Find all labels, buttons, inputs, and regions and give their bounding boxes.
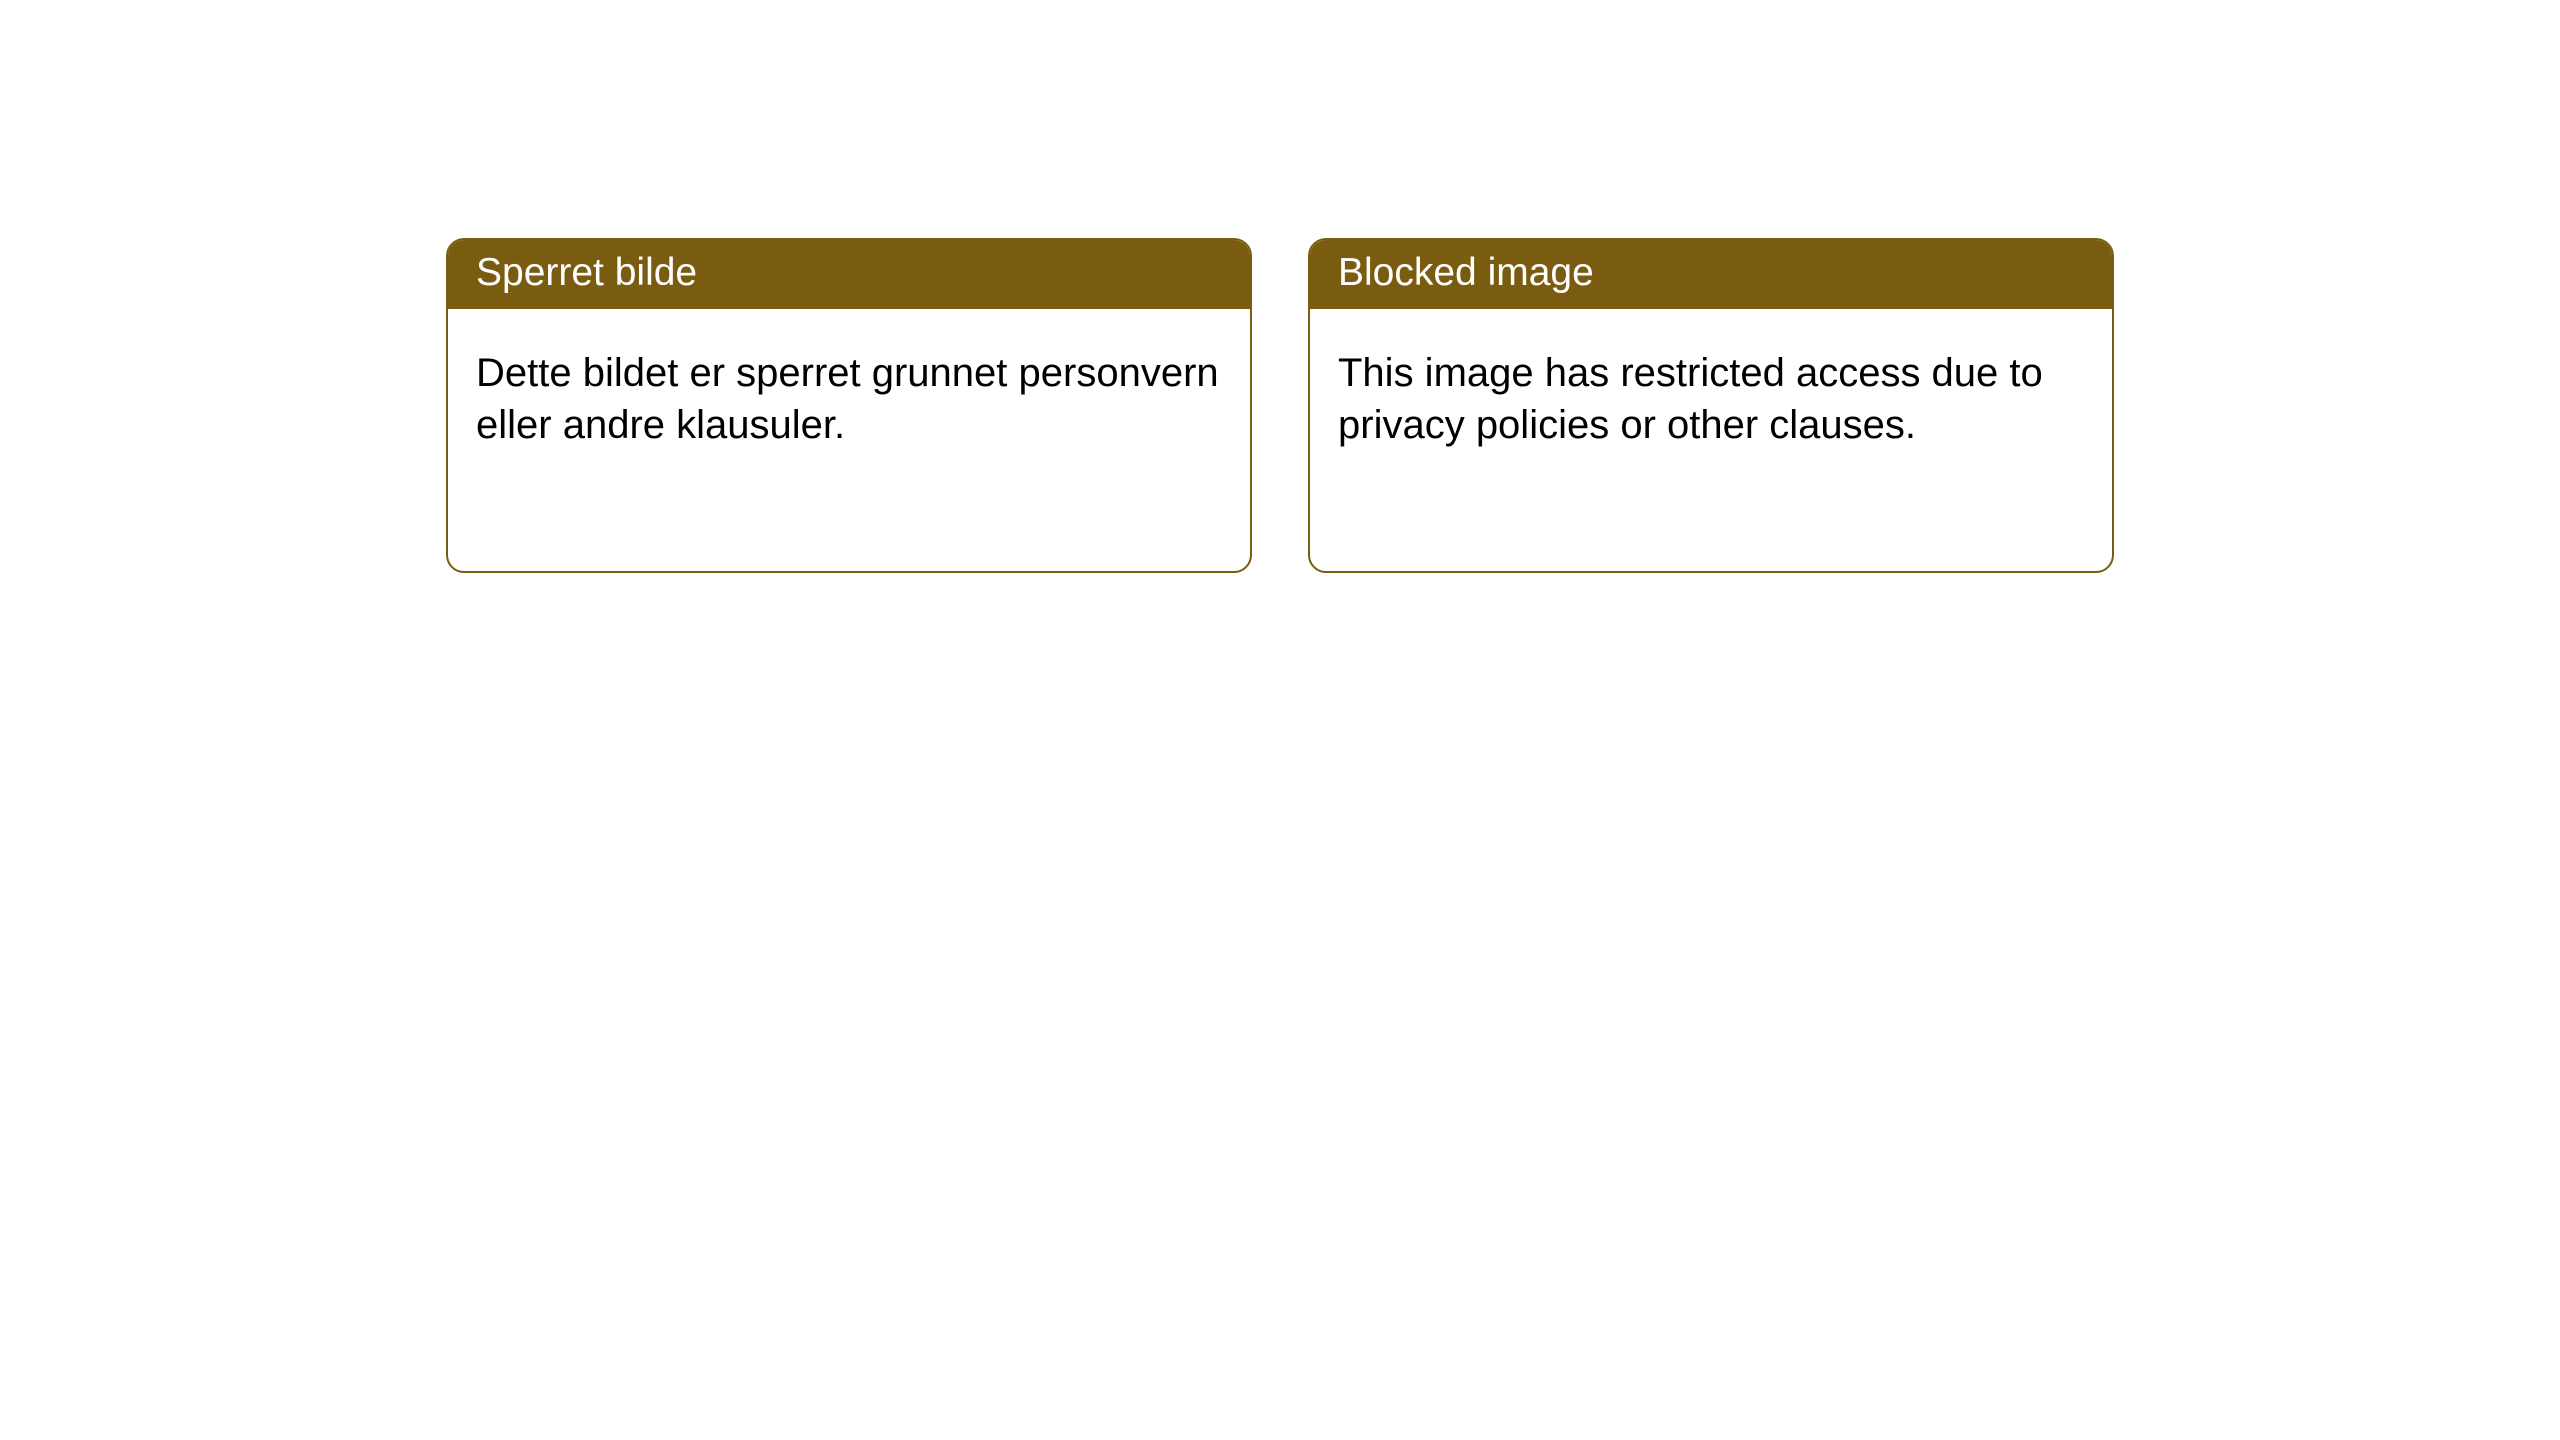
notice-card-en: Blocked image This image has restricted … xyxy=(1308,238,2114,573)
notice-title-no: Sperret bilde xyxy=(448,240,1250,309)
notice-title-en: Blocked image xyxy=(1310,240,2112,309)
notice-body-no: Dette bildet er sperret grunnet personve… xyxy=(448,309,1250,481)
notice-card-no: Sperret bilde Dette bildet er sperret gr… xyxy=(446,238,1252,573)
notice-body-en: This image has restricted access due to … xyxy=(1310,309,2112,481)
notice-container: Sperret bilde Dette bildet er sperret gr… xyxy=(0,0,2560,573)
